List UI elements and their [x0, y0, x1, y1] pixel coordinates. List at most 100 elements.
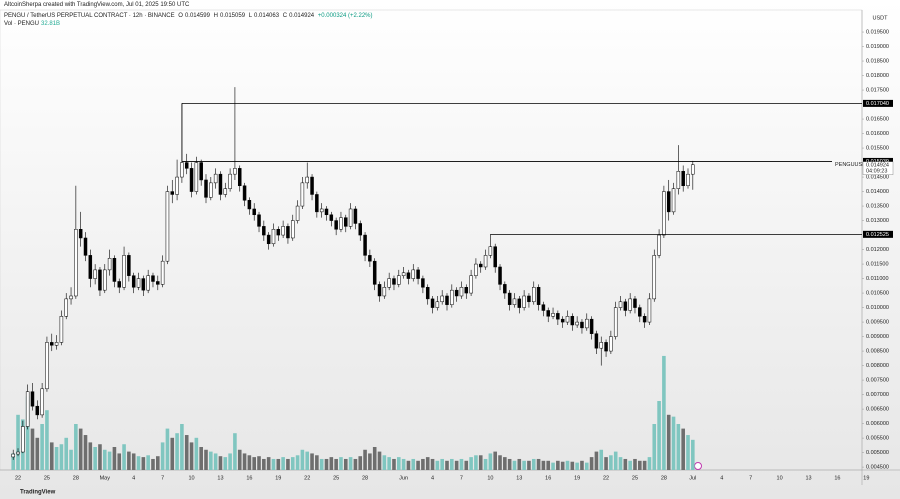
candle-body [233, 168, 237, 175]
volume-bar [686, 435, 690, 470]
volume-bar [397, 457, 401, 470]
volume-bar [247, 455, 252, 470]
candle-body [334, 220, 338, 230]
credit: AltcoinSherpa created with TradingView.c… [4, 2, 190, 8]
candle-body [609, 336, 613, 352]
y-tick-label: 0.007500 [866, 378, 889, 384]
volume-bar [209, 451, 213, 470]
candle-body [184, 162, 189, 169]
y-tick-label: 0.011000 [866, 276, 889, 282]
symbol-row: PENGU / TetherUS PERPETUAL CONTRACT · 12… [4, 12, 375, 20]
volume-bar [252, 457, 256, 470]
candle-body [599, 342, 603, 349]
level-label-box [863, 230, 893, 238]
volume-bar [599, 449, 604, 470]
volume-bar [507, 458, 512, 470]
y-tick-label: 0.005500 [866, 436, 889, 442]
volume-bar [112, 447, 117, 470]
candle-body [382, 287, 387, 297]
candle-body [175, 176, 179, 195]
y-tick-label: 0.013000 [866, 218, 889, 224]
volume-bar [165, 428, 170, 470]
candle-body [628, 298, 632, 311]
candle-body [594, 333, 599, 349]
volume-bar [642, 460, 647, 470]
candle-body [450, 289, 454, 305]
volume-bar [160, 442, 165, 470]
volume-bar [478, 455, 483, 470]
x-tick-label: 13 [805, 475, 811, 481]
level-label-box [863, 99, 893, 107]
volume-bar [295, 455, 300, 470]
volume-bar [464, 460, 469, 470]
volume-bar [556, 460, 560, 470]
ohlc-key: H [213, 13, 218, 19]
candle-body [517, 298, 522, 308]
candle-body [315, 194, 319, 213]
volume-name: Vol · PENGU [4, 21, 40, 27]
candle-body [69, 295, 73, 300]
candle-body [560, 318, 565, 323]
candle-body [459, 287, 464, 297]
volume-bar [180, 424, 184, 470]
volume-bar [45, 410, 49, 470]
ohlc-value: 0.014599 [184, 13, 210, 19]
candle-body [21, 426, 25, 453]
volume-bar [401, 458, 406, 470]
level-name: PENGUUSDT.P [835, 162, 874, 168]
y-tick-label: 0.019000 [866, 44, 889, 50]
candle-body [580, 321, 584, 329]
volume-bar [382, 455, 387, 470]
x-tick-label: 13 [217, 475, 223, 481]
x-tick-label: 4 [720, 475, 723, 481]
ohlc-key: L [248, 13, 253, 19]
volume-bar [406, 460, 411, 470]
volume-bar [387, 457, 391, 470]
candle-body [662, 191, 666, 236]
candle-body [546, 310, 550, 317]
volume-bar [242, 453, 247, 470]
candle-body [671, 188, 676, 213]
candle-body [363, 234, 367, 256]
candle-body [146, 275, 150, 291]
volume-bar [522, 460, 526, 470]
ohlc-value: 0.014063 [254, 13, 280, 19]
candle-body [45, 342, 49, 390]
candle-body [676, 171, 681, 189]
current-price: 0.014924 [866, 163, 889, 169]
volume-bar [49, 442, 54, 470]
volume-bar [213, 453, 218, 470]
volume-bar [604, 457, 608, 470]
x-tick-label: 28 [73, 475, 79, 481]
candle-body [257, 214, 261, 227]
volume-bar [512, 460, 517, 470]
volume-bar [310, 453, 314, 470]
volume-bar [368, 453, 372, 470]
y-tick-label: 0.015500 [866, 146, 889, 152]
volume-bar [541, 460, 546, 470]
x-tick-label: 25 [632, 475, 638, 481]
x-tick-label: 25 [44, 475, 50, 481]
candle-body [127, 255, 131, 276]
candle-body [454, 289, 459, 297]
candle-body [30, 391, 35, 407]
volume-bar [546, 460, 551, 470]
volume-bar [474, 455, 478, 470]
volume-bar [257, 456, 261, 470]
x-tick-label: 19 [863, 475, 869, 481]
volume-bar [691, 439, 695, 470]
y-tick-label: 0.006500 [866, 407, 889, 413]
volume-bar [107, 451, 112, 470]
candle-body [633, 298, 637, 308]
volume-bar [450, 458, 454, 470]
candle-body [281, 226, 285, 236]
y-tick-label: 0.006000 [866, 421, 889, 427]
volume-bar [372, 447, 377, 470]
volume-bar [671, 416, 676, 470]
volume-bar [459, 458, 464, 470]
volume-bar [329, 457, 334, 470]
candle-body [262, 226, 266, 236]
x-tick-label: 4 [132, 475, 135, 481]
candle-body [652, 255, 657, 300]
